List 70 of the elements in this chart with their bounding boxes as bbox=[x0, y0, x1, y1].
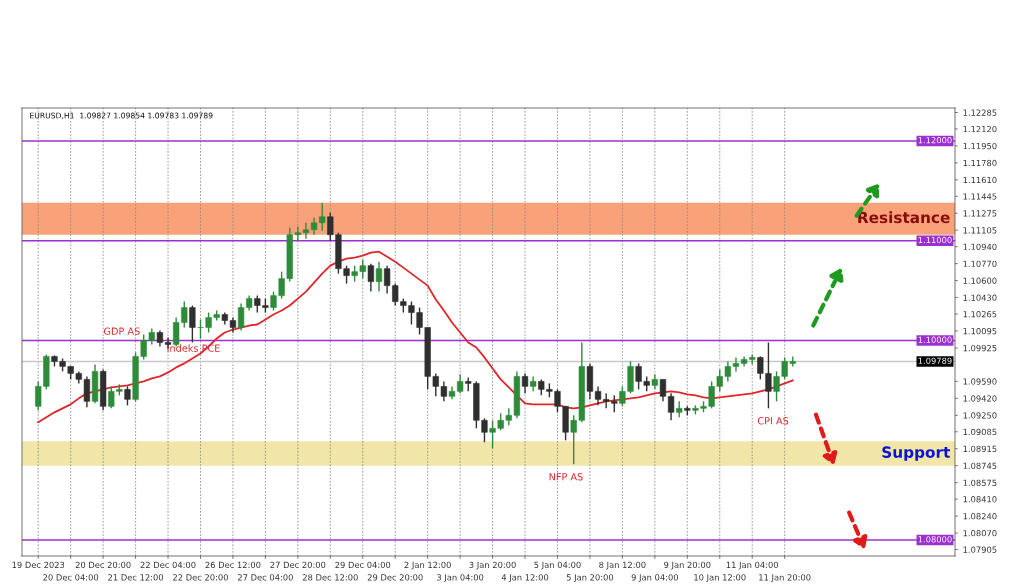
y-tick-label: 1.09925 bbox=[963, 344, 997, 352]
y-tick-label: 1.11610 bbox=[963, 176, 997, 184]
y-tick-label: 1.12285 bbox=[963, 109, 997, 116]
y-tick-label: 1.09085 bbox=[963, 428, 997, 436]
ref-line-label: 1.09789 bbox=[918, 357, 952, 364]
x-tick-label: 29 Dec 04:00 bbox=[335, 561, 391, 569]
line-series bbox=[37, 250, 794, 424]
x-tick-label: 2 Jan 12:00 bbox=[404, 561, 451, 570]
x-tick-label: 22 Dec 20:00 bbox=[173, 574, 228, 581]
y-tick-label: 1.08410 bbox=[963, 496, 997, 503]
x-tick-label: 20 Dec 20:00 bbox=[75, 561, 131, 569]
candlestick bbox=[676, 400, 683, 419]
y-tick-label: 1.10600 bbox=[963, 277, 997, 284]
band-label: Resistance bbox=[858, 211, 950, 224]
ref-line-label: 1.10000 bbox=[918, 336, 952, 343]
candlestick bbox=[367, 262, 374, 293]
ref-line-label: 1.12000 bbox=[918, 137, 952, 144]
x-tick-label: 8 Jan 12:00 bbox=[599, 561, 646, 570]
y-tick-label: 1.07905 bbox=[963, 546, 997, 553]
x-tick-label: 3 Jan 04:00 bbox=[437, 574, 484, 583]
x-tick-label: 5 Jan 04:00 bbox=[534, 561, 581, 570]
x-tick-label: 19 Dec 2023 bbox=[12, 561, 65, 569]
x-tick-label: 27 Dec 20:00 bbox=[270, 561, 326, 569]
y-tick-label: 1.08240 bbox=[963, 513, 997, 520]
y-tick-label: 1.08070 bbox=[963, 530, 997, 537]
y-tick-label: 1.11950 bbox=[963, 142, 997, 150]
y-tick-label: 1.11445 bbox=[963, 193, 997, 200]
candlestick bbox=[667, 392, 675, 421]
x-tick-label: 9 Jan 20:00 bbox=[664, 561, 711, 570]
candlestick bbox=[521, 372, 529, 395]
y-tick-label: 1.09590 bbox=[963, 378, 997, 385]
band-label: Support bbox=[882, 446, 950, 461]
y-tick-label: 1.11275 bbox=[963, 210, 997, 217]
y-tick-label: 1.09250 bbox=[963, 412, 997, 419]
annotation: GDP AS bbox=[103, 327, 140, 335]
x-tick-label: 11 Jan 04:00 bbox=[726, 561, 779, 570]
y-tick-label: 1.10940 bbox=[963, 243, 997, 250]
ref-line-label: 1.08000 bbox=[918, 536, 952, 543]
y-tick-label: 1.10095 bbox=[963, 327, 997, 335]
x-tick-label: 28 Dec 12:00 bbox=[302, 574, 358, 581]
y-tick-label: 1.10430 bbox=[963, 294, 997, 301]
y-tick-label: 1.09420 bbox=[963, 395, 997, 402]
annotation: CPI AS bbox=[757, 417, 789, 425]
candlestick bbox=[659, 378, 667, 403]
annotation: NFP AS bbox=[549, 473, 583, 481]
y-tick-label: 1.10265 bbox=[963, 311, 997, 318]
y-tick-label: 1.10770 bbox=[963, 260, 997, 267]
x-tick-label: 29 Dec 20:00 bbox=[367, 574, 423, 581]
x-tick-label: 27 Dec 04:00 bbox=[237, 574, 293, 581]
y-tick-label: 1.12120 bbox=[963, 125, 997, 133]
x-tick-label: 20 Dec 04:00 bbox=[43, 574, 99, 581]
y-tick-label: 1.11105 bbox=[963, 227, 997, 234]
x-tick-label: 26 Dec 12:00 bbox=[205, 561, 261, 569]
y-tick-label: 1.08575 bbox=[963, 479, 997, 486]
candlestick bbox=[189, 304, 196, 344]
x-tick-label: 3 Jan 20:00 bbox=[469, 561, 516, 570]
y-tick-label: 1.08745 bbox=[963, 462, 997, 469]
y-tick-label: 1.11780 bbox=[963, 159, 997, 167]
x-tick-label: 9 Jan 04:00 bbox=[631, 574, 679, 583]
x-tick-label: 21 Dec 12:00 bbox=[108, 574, 164, 581]
x-tick-label: 22 Dec 04:00 bbox=[140, 561, 196, 569]
ref-line-label: 1.11000 bbox=[918, 236, 952, 244]
x-tick-label: 4 Jan 12:00 bbox=[501, 574, 549, 583]
candlestick bbox=[457, 373, 464, 395]
candlestick bbox=[124, 385, 131, 407]
x-tick-label: 11 Jan 20:00 bbox=[759, 574, 811, 583]
candlestick bbox=[375, 260, 383, 293]
x-tick-label: 10 Jan 12:00 bbox=[694, 574, 746, 583]
y-tick-label: 1.08915 bbox=[963, 445, 997, 453]
x-tick-label: 5 Jan 20:00 bbox=[566, 574, 614, 583]
